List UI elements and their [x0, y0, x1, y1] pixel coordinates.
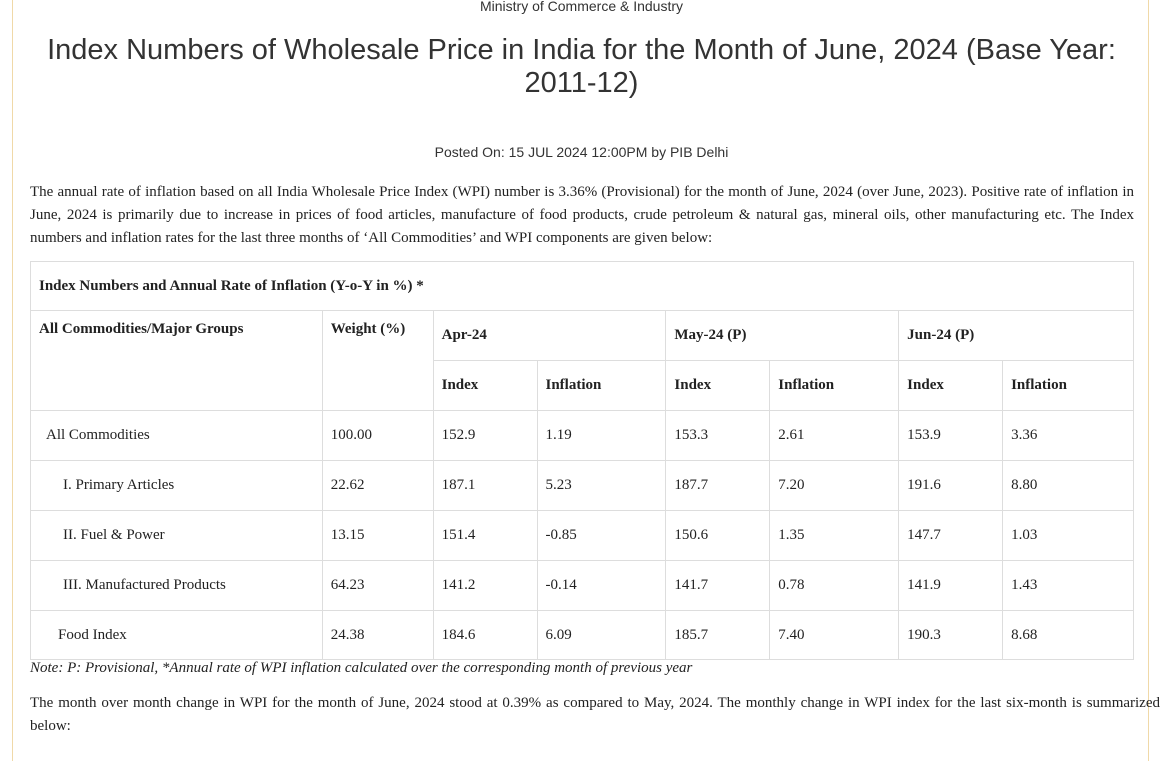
row-name: I. Primary Articles: [30, 460, 323, 511]
cell-value: 3.36: [1002, 410, 1134, 461]
cell-value: 8.80: [1002, 460, 1134, 511]
cell-value: 141.7: [665, 560, 771, 611]
table-row: III. Manufactured Products 64.23 141.2 -…: [30, 560, 1134, 611]
cell-value: 1.43: [1002, 560, 1134, 611]
page-border-left: [12, 0, 13, 761]
cell-value: 7.40: [769, 610, 900, 660]
subheader-index: Index: [898, 360, 1004, 411]
cell-value: 184.6: [432, 610, 538, 660]
cell-value: 141.9: [898, 560, 1004, 611]
cell-value: -0.14: [536, 560, 667, 611]
header-month-may: May-24 (P): [665, 310, 900, 361]
cell-value: 1.35: [769, 510, 900, 561]
cell-value: 1.19: [536, 410, 667, 461]
table-caption: Index Numbers and Annual Rate of Inflati…: [30, 261, 1134, 311]
ministry-name: Ministry of Commerce & Industry: [479, 0, 684, 14]
cell-value: 1.03: [1002, 510, 1134, 561]
wpi-table: Index Numbers and Annual Rate of Inflati…: [30, 261, 1134, 660]
header-month-apr: Apr-24: [432, 310, 667, 361]
table-row: II. Fuel & Power 13.15 151.4 -0.85 150.6…: [30, 510, 1134, 561]
cell-value: 150.6: [665, 510, 771, 561]
row-name: All Commodities: [30, 410, 323, 461]
row-weight: 24.38: [321, 610, 434, 660]
cell-value: 0.78: [769, 560, 900, 611]
row-name: III. Manufactured Products: [30, 560, 323, 611]
subheader-index: Index: [665, 360, 771, 411]
table-row: All Commodities 100.00 152.9 1.19 153.3 …: [30, 410, 1134, 461]
cell-value: 153.3: [665, 410, 771, 461]
cell-value: 7.20: [769, 460, 900, 511]
cell-value: 2.61: [769, 410, 900, 461]
cell-value: 147.7: [898, 510, 1004, 561]
cell-value: 187.7: [665, 460, 771, 511]
intro-paragraph: The annual rate of inflation based on al…: [30, 184, 1134, 246]
subheader-inflation: Inflation: [1002, 360, 1134, 411]
table-row: I. Primary Articles 22.62 187.1 5.23 187…: [30, 460, 1134, 511]
table-row: Food Index 24.38 184.6 6.09 185.7 7.40 1…: [30, 610, 1134, 660]
row-name: Food Index: [30, 610, 323, 660]
cell-value: -0.85: [536, 510, 667, 561]
row-name: II. Fuel & Power: [30, 510, 323, 561]
page-title: Index Numbers of Wholesale Price in Indi…: [47, 34, 1116, 99]
cell-value: 151.4: [432, 510, 538, 561]
row-weight: 13.15: [321, 510, 434, 561]
row-weight: 100.00: [321, 410, 434, 461]
subheader-inflation: Inflation: [769, 360, 900, 411]
page-border-right: [1148, 0, 1149, 761]
row-weight: 64.23: [321, 560, 434, 611]
cell-value: 185.7: [665, 610, 771, 660]
cell-value: 153.9: [898, 410, 1004, 461]
cell-value: 8.68: [1002, 610, 1134, 660]
monthly-change-paragraph: The month over month change in WPI for t…: [30, 695, 1160, 734]
row-weight: 22.62: [321, 460, 434, 511]
cell-value: 5.23: [536, 460, 667, 511]
subheader-index: Index: [432, 360, 538, 411]
cell-value: 141.2: [432, 560, 538, 611]
subheader-inflation: Inflation: [536, 360, 667, 411]
header-month-jun: Jun-24 (P): [898, 310, 1134, 361]
table-note: Note: P: Provisional, *Annual rate of WP…: [30, 660, 693, 676]
cell-value: 190.3: [898, 610, 1004, 660]
cell-value: 152.9: [432, 410, 538, 461]
cell-value: 6.09: [536, 610, 667, 660]
header-groups: All Commodities/Major Groups: [30, 310, 323, 411]
posted-date: Posted On: 15 JUL 2024 12:00PM by PIB De…: [434, 144, 729, 160]
cell-value: 191.6: [898, 460, 1004, 511]
header-weight: Weight (%): [321, 310, 434, 411]
cell-value: 187.1: [432, 460, 538, 511]
